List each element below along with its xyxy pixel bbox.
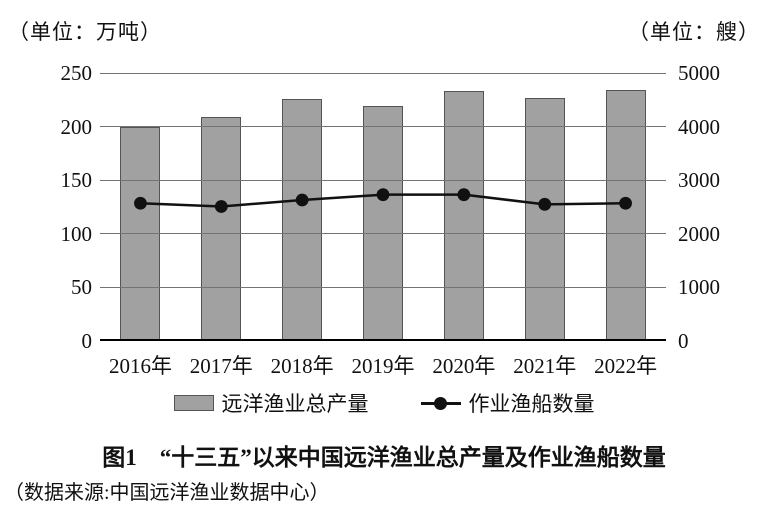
right-axis-unit-label: （单位：艘） — [628, 20, 760, 44]
x-axis-label: 2021年 — [513, 354, 577, 378]
bar-2018年 — [282, 98, 323, 341]
x-axis-label: 2016年 — [108, 354, 172, 378]
data-point-2017年 — [214, 200, 228, 213]
bar-2021年 — [524, 97, 565, 341]
bar-2019年 — [363, 106, 403, 341]
gridline — [100, 286, 666, 288]
legend-label-vessels: 作业渔船数量 — [468, 392, 595, 416]
right-axis-tick-label: 2000 — [678, 221, 720, 246]
data-point-2016年 — [134, 196, 147, 210]
gridline — [100, 126, 666, 128]
bar-series-swatch-icon — [173, 395, 214, 411]
left-axis-tick-label: 100 — [60, 221, 93, 246]
gridline — [100, 72, 666, 74]
x-axis-label: 2019年 — [351, 354, 415, 378]
data-point-2020年 — [457, 188, 471, 202]
marker-dot — [434, 396, 447, 410]
data-point-2022年 — [619, 196, 632, 210]
x-axis-line — [100, 339, 666, 341]
x-axis-label: 2018年 — [270, 354, 334, 378]
right-axis-tick-label: 1000 — [678, 275, 720, 300]
gridline — [100, 179, 666, 181]
left-axis-tick-label: 150 — [60, 168, 93, 193]
data-point-2021年 — [538, 197, 552, 211]
left-axis-unit-label: （单位：万吨） — [8, 20, 162, 44]
bar-2017年 — [201, 116, 242, 341]
data-point-2019年 — [376, 188, 390, 202]
gridline — [100, 233, 666, 235]
left-axis-tick-label: 250 — [60, 61, 93, 85]
bar-2022年 — [605, 90, 646, 341]
right-axis-tick-label: 4000 — [678, 114, 720, 139]
data-point-2018年 — [295, 193, 309, 207]
left-axis-tick-label: 50 — [71, 275, 92, 300]
right-axis-tick-label: 0 — [678, 329, 689, 353]
data-source-note: （数据来源:中国远洋渔业数据中心） — [4, 482, 330, 504]
plot-area: 0 0 50 1000 100 2000 150 3000 200 4000 250 5000 2016… — [61, 61, 721, 378]
figure-caption: 图1 “十三五”以来中国远洋渔业总产量及作业渔船数量 — [102, 445, 666, 470]
left-axis-tick-label: 200 — [60, 114, 93, 139]
line-series-layer — [134, 188, 632, 213]
x-axis-label: 2017年 — [189, 354, 253, 378]
legend: 远洋渔业总产量 作业渔船数量 — [0, 388, 768, 418]
x-axis-label: 2020年 — [432, 354, 496, 378]
x-axis-label: 2022年 — [594, 354, 658, 378]
right-axis-tick-label: 3000 — [678, 168, 720, 193]
legend-item-production: 远洋渔业总产量 — [173, 388, 369, 418]
right-axis-tick-label: 5000 — [678, 61, 720, 85]
bar-2020年 — [443, 91, 484, 341]
line-series-marker-icon — [420, 396, 461, 410]
left-axis-tick-label: 0 — [81, 329, 93, 353]
legend-label-production: 远洋渔业总产量 — [221, 392, 369, 416]
legend-item-vessels: 作业渔船数量 — [420, 388, 595, 418]
